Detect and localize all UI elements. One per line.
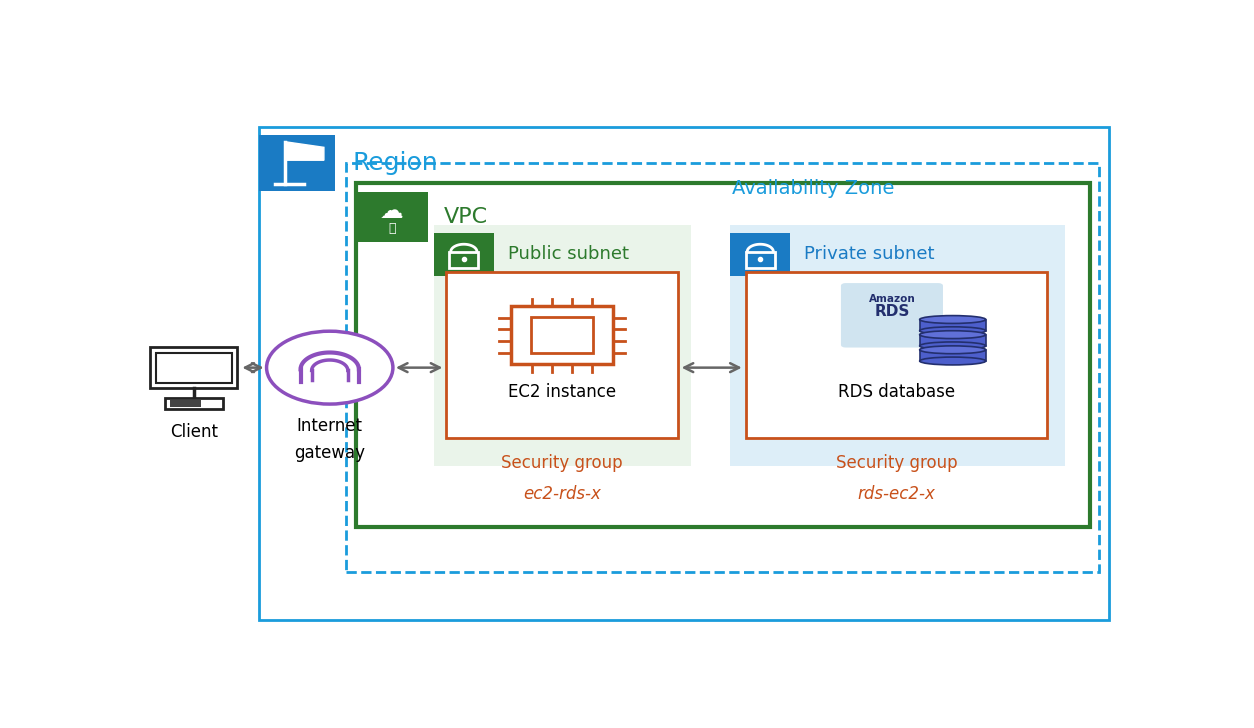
Bar bbox=[746, 272, 1047, 438]
Text: Amazon: Amazon bbox=[869, 294, 915, 304]
Text: Availability Zone: Availability Zone bbox=[732, 179, 894, 198]
Bar bbox=[919, 320, 986, 331]
Bar bbox=[164, 398, 223, 408]
Bar bbox=[919, 335, 986, 346]
Bar bbox=[730, 232, 790, 276]
FancyBboxPatch shape bbox=[841, 283, 943, 347]
Bar bbox=[919, 349, 986, 361]
Bar bbox=[258, 127, 1110, 620]
Text: RDS: RDS bbox=[875, 304, 910, 319]
Bar bbox=[346, 163, 1100, 572]
Bar bbox=[171, 400, 202, 407]
Text: Security group: Security group bbox=[502, 454, 623, 472]
Text: ec2-rds-x: ec2-rds-x bbox=[523, 485, 601, 503]
Bar bbox=[434, 225, 691, 466]
Text: gateway: gateway bbox=[295, 444, 365, 462]
Text: 🔒: 🔒 bbox=[389, 222, 396, 234]
Ellipse shape bbox=[919, 331, 986, 339]
Bar bbox=[356, 183, 1090, 527]
Bar bbox=[356, 192, 428, 242]
Polygon shape bbox=[285, 142, 324, 160]
Bar bbox=[155, 352, 232, 383]
Text: RDS database: RDS database bbox=[838, 383, 954, 401]
Text: ☁: ☁ bbox=[380, 199, 404, 223]
Text: rds-ec2-x: rds-ec2-x bbox=[858, 485, 935, 503]
Bar bbox=[530, 317, 593, 353]
Text: Internet: Internet bbox=[297, 417, 362, 435]
Ellipse shape bbox=[919, 357, 986, 365]
Ellipse shape bbox=[919, 327, 986, 335]
Text: VPC: VPC bbox=[444, 207, 488, 227]
Bar bbox=[150, 347, 237, 388]
Text: Public subnet: Public subnet bbox=[508, 245, 628, 264]
Text: Region: Region bbox=[352, 151, 438, 175]
Text: Client: Client bbox=[169, 422, 218, 440]
Text: EC2 instance: EC2 instance bbox=[508, 383, 616, 401]
Bar bbox=[746, 252, 775, 267]
Bar bbox=[512, 306, 612, 364]
Text: Security group: Security group bbox=[835, 454, 957, 472]
Bar bbox=[446, 272, 677, 438]
Text: Private subnet: Private subnet bbox=[804, 245, 934, 264]
Bar bbox=[730, 225, 1066, 466]
Bar bbox=[434, 232, 494, 276]
Circle shape bbox=[267, 331, 393, 404]
Bar bbox=[258, 135, 335, 191]
Ellipse shape bbox=[919, 342, 986, 349]
Ellipse shape bbox=[919, 346, 986, 354]
Ellipse shape bbox=[919, 316, 986, 323]
Bar bbox=[155, 352, 232, 383]
Bar bbox=[449, 252, 479, 267]
